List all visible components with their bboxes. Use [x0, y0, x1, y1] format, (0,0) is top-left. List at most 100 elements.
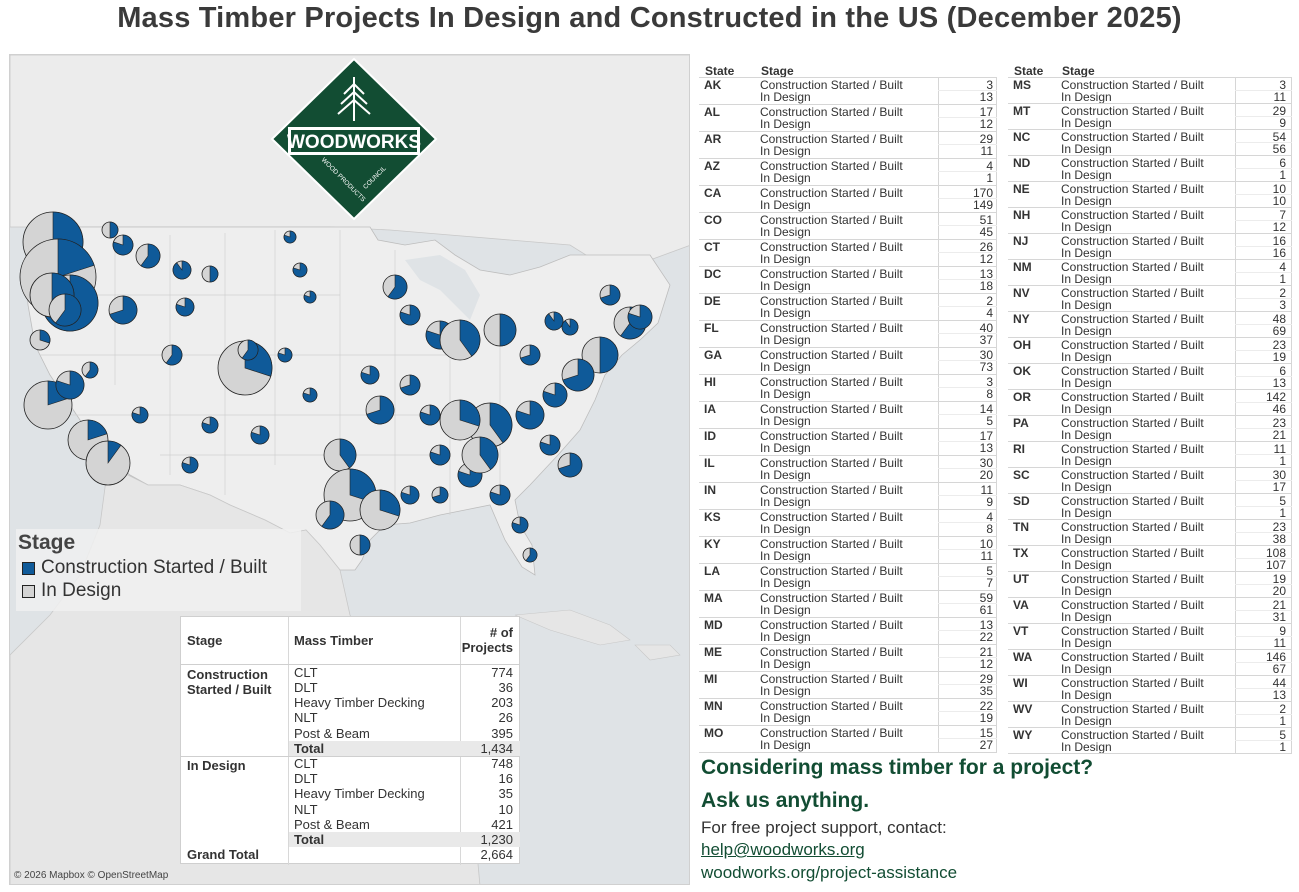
stage-built-label: Construction Started / Built: [1061, 546, 1204, 560]
project-marker-built-slice: [400, 485, 420, 505]
stage-built-label: Construction Started / Built: [1061, 260, 1204, 274]
design-count: 12: [979, 252, 993, 266]
summary-type: Post & Beam: [294, 817, 370, 832]
state-code: RI: [1013, 442, 1025, 456]
project-map[interactable]: WOODWORKS WOOD PRODUCTS COUNCIL Stage Co…: [9, 54, 690, 885]
tree-icon: [337, 77, 371, 121]
sub-divider: [1235, 168, 1292, 169]
state-code: ME: [704, 645, 722, 659]
stage-design-label: In Design: [760, 441, 811, 455]
summary-total-value: 1,434: [480, 741, 513, 756]
row-divider: [699, 266, 997, 267]
stage-built-label: Construction Started / Built: [1061, 416, 1204, 430]
design-count: 8: [986, 387, 993, 401]
legend-title: Stage: [18, 531, 76, 554]
stage-built-label: Construction Started / Built: [1061, 702, 1204, 716]
sub-divider: [1235, 688, 1292, 689]
design-count: 149: [972, 198, 993, 212]
state-code: NM: [1013, 260, 1032, 274]
stage-built-label: Construction Started / Built: [760, 591, 903, 605]
built-count: 54: [1272, 130, 1286, 144]
project-marker-built-slice: [499, 313, 517, 347]
stage-design-label: In Design: [1061, 584, 1112, 598]
built-count: 3: [986, 78, 993, 92]
design-count: 19: [1272, 350, 1286, 364]
sub-divider: [938, 603, 997, 604]
summary-type: NLT: [294, 802, 318, 817]
page-title: Mass Timber Projects In Design and Const…: [117, 2, 1182, 34]
built-count: 17: [979, 429, 993, 443]
design-count: 11: [1273, 636, 1286, 650]
row-divider: [699, 212, 997, 213]
stage-design-label: In Design: [760, 738, 811, 752]
built-count: 3: [1279, 78, 1286, 92]
stage-design-label: In Design: [1061, 402, 1112, 416]
state-code: AZ: [704, 159, 720, 173]
state-code: MA: [704, 591, 723, 605]
contact-email-link[interactable]: help@woodworks.org: [701, 840, 865, 859]
summary-total-band-design: [289, 832, 520, 847]
state-code: MN: [704, 699, 723, 713]
stage-built-label: Construction Started / Built: [760, 645, 903, 659]
sub-divider: [938, 279, 997, 280]
stage-design-label: In Design: [760, 387, 811, 401]
state-code: GA: [704, 348, 722, 362]
project-marker-built-slice: [399, 304, 421, 326]
built-count: 11: [1273, 442, 1286, 456]
state-header: State: [1014, 64, 1044, 78]
row-divider: [699, 563, 997, 564]
state-code: IA: [704, 402, 716, 416]
project-assistance-link[interactable]: woodworks.org/project-assistance: [701, 863, 958, 882]
summary-header-projects-2: Projects: [461, 640, 513, 655]
design-count: 3: [1279, 298, 1286, 312]
legend-item-built[interactable]: Construction Started / Built: [22, 557, 267, 579]
project-marker-built-slice: [303, 290, 317, 304]
project-marker-built-slice: [489, 402, 513, 444]
design-count: 11: [1273, 90, 1286, 104]
stage-built-label: Construction Started / Built: [1061, 650, 1204, 664]
design-count: 7: [986, 576, 993, 590]
stage-header: Stage: [1062, 64, 1095, 78]
project-marker-built-slice: [459, 319, 481, 357]
summary-header-stage: Stage: [187, 633, 223, 648]
summary-header-mass-timber: Mass Timber: [294, 633, 374, 648]
sub-divider: [1235, 142, 1292, 143]
built-count: 19: [1272, 572, 1286, 586]
stage-built-label: Construction Started / Built: [760, 618, 903, 632]
design-count: 1: [1279, 272, 1286, 286]
project-marker-built-slice: [432, 486, 449, 504]
summary-count: 16: [498, 771, 513, 786]
stage-built-label: Construction Started / Built: [760, 429, 903, 443]
sub-divider: [938, 630, 997, 631]
design-count: 73: [979, 360, 993, 374]
row-divider: [1008, 103, 1292, 104]
legend-item-design[interactable]: In Design: [22, 580, 121, 602]
sub-divider: [1235, 220, 1292, 221]
project-marker-built-slice: [140, 243, 161, 269]
project-marker-built-slice: [39, 329, 51, 344]
state-code: WY: [1013, 728, 1033, 742]
state-table-left: State Stage AK Construction Started / Built…: [699, 62, 997, 755]
summary-type: NLT: [294, 710, 318, 725]
sub-divider: [1235, 714, 1292, 715]
row-divider: [1008, 311, 1292, 312]
stage-design-label: In Design: [760, 522, 811, 536]
built-count: 21: [979, 645, 993, 659]
state-code: PA: [1013, 416, 1029, 430]
stage-built-label: Construction Started / Built: [760, 375, 903, 389]
sub-divider: [1235, 90, 1292, 91]
row-divider: [1008, 675, 1292, 676]
stage-built-label: Construction Started / Built: [1061, 520, 1204, 534]
stage-design-label: In Design: [1061, 324, 1112, 338]
stage-design-label: In Design: [1061, 220, 1112, 234]
project-marker-built-slice: [277, 347, 293, 363]
summary-count: 26: [498, 710, 513, 725]
sub-divider: [1235, 272, 1292, 273]
map-attribution[interactable]: © 2026 Mapbox © OpenStreetMap: [14, 870, 169, 881]
summary-count: 10: [498, 802, 513, 817]
stage-design-label: In Design: [760, 252, 811, 266]
project-marker-built-slice: [419, 404, 441, 426]
sub-divider: [1235, 194, 1292, 195]
sub-divider: [938, 387, 997, 388]
state-code: HI: [704, 375, 716, 389]
